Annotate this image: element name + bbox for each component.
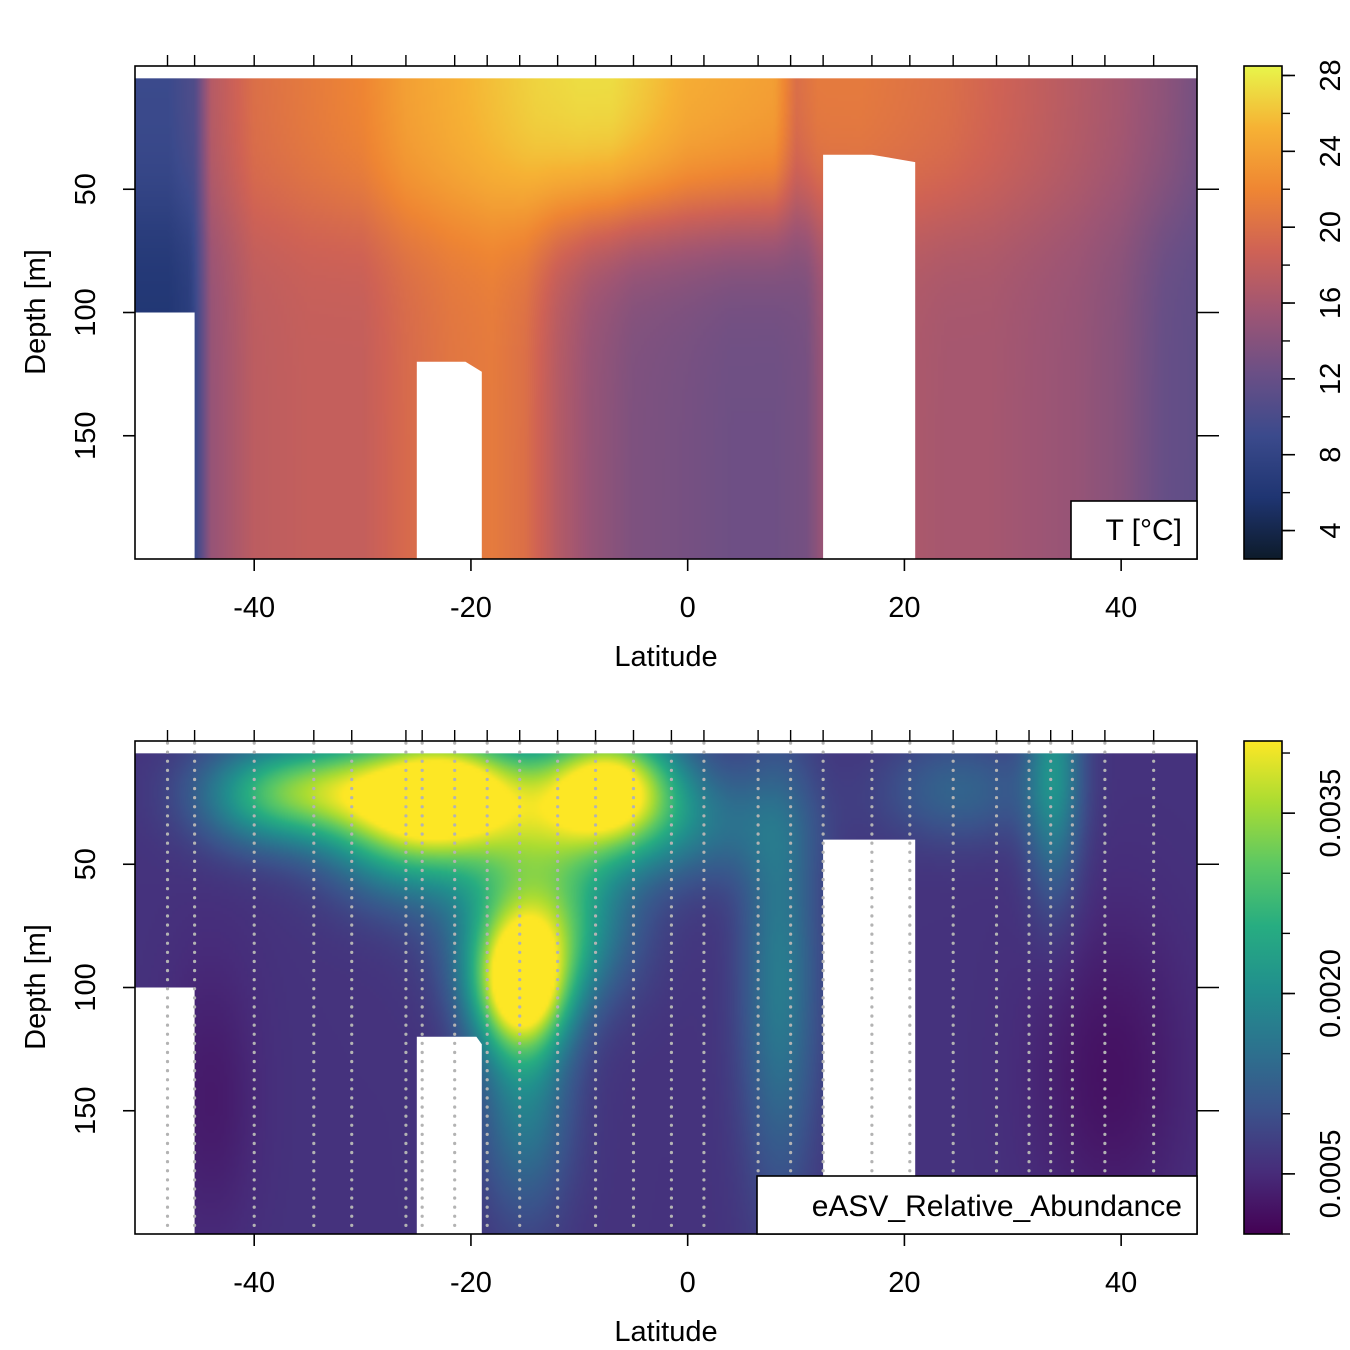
colorbar-tick-label: 20 — [1315, 211, 1347, 243]
colorbar-tick-label: 4 — [1315, 522, 1347, 538]
y-tick-label: 100 — [70, 963, 102, 1011]
temperature-y-axis-label: Depth [m] — [20, 249, 52, 375]
bottom-mask-2 — [416, 1036, 482, 1234]
y-tick-label: 150 — [70, 1087, 102, 1135]
x-tick-label: 40 — [1105, 592, 1137, 624]
y-tick-label: 150 — [70, 412, 102, 460]
y-tick-label: 50 — [70, 848, 102, 880]
x-tick-label: 20 — [888, 1267, 920, 1299]
x-tick-label: 20 — [888, 592, 920, 624]
temperature-colorbar: 4 8 12 16 20 24 28 — [1243, 59, 1347, 560]
colorbar-tick-label: 24 — [1315, 135, 1347, 167]
surface-mask — [135, 741, 1197, 754]
temperature-bottom-masks — [135, 66, 1197, 559]
colorbar-tick-label: 0.0035 — [1315, 769, 1347, 858]
temperature-axes: -40 -20 0 20 40 50 100 150 — [70, 55, 1219, 624]
temperature-legend-label: T [°C] — [1106, 514, 1182, 547]
colorbar-gradient — [1243, 740, 1283, 1235]
bottom-mask-2 — [416, 361, 482, 559]
bottom-mask-3 — [823, 839, 916, 1234]
colorbar-gradient — [1243, 65, 1283, 560]
colorbar-tick-label: 28 — [1315, 59, 1347, 91]
x-tick-label: -40 — [233, 1267, 275, 1299]
x-tick-label: -40 — [233, 592, 275, 624]
temperature-legend-box: T [°C] — [1070, 500, 1198, 560]
abundance-bottom-masks — [135, 741, 1197, 1234]
colorbar-tick-label: 0.0005 — [1315, 1130, 1347, 1219]
bottom-mask-3 — [823, 154, 916, 559]
abundance-legend-label: eASV_Relative_Abundance — [812, 1190, 1182, 1223]
abundance-axes: -40 -20 0 20 40 50 100 150 — [70, 730, 1219, 1299]
abundance-y-axis-label: Depth [m] — [20, 924, 52, 1050]
x-tick-label: 0 — [680, 592, 696, 624]
x-tick-label: 40 — [1105, 1267, 1137, 1299]
colorbar-tick-label: 16 — [1315, 287, 1347, 319]
abundance-x-axis-label: Latitude — [614, 1316, 717, 1348]
colorbar-tick-label: 0.0020 — [1315, 949, 1347, 1038]
y-tick-label: 50 — [70, 173, 102, 205]
abundance-legend-box: eASV_Relative_Abundance — [756, 1175, 1198, 1235]
temperature-heatmap — [135, 66, 1197, 559]
surface-mask — [135, 66, 1197, 79]
temperature-x-axis-label: Latitude — [614, 641, 717, 673]
colorbar-tick-label: 12 — [1315, 363, 1347, 395]
x-tick-label: -20 — [450, 592, 492, 624]
bottom-mask-1 — [135, 987, 195, 1234]
y-tick-label: 100 — [70, 288, 102, 336]
abundance-heatmap — [135, 741, 1197, 1234]
colorbar-tick-label: 8 — [1315, 447, 1347, 463]
x-tick-label: 0 — [680, 1267, 696, 1299]
abundance-station-lines — [165, 741, 1156, 1234]
bottom-mask-1 — [135, 312, 195, 559]
abundance-panel: -40 -20 0 20 40 50 100 150 eASV_Relative_Abunda… — [20, 730, 1347, 1348]
abundance-colorbar: 0.0005 0.0020 0.0035 — [1243, 740, 1347, 1235]
x-tick-label: -20 — [450, 1267, 492, 1299]
temperature-panel: -40 -20 0 20 40 50 100 150 T [°C] Latitude Dept… — [20, 55, 1347, 673]
